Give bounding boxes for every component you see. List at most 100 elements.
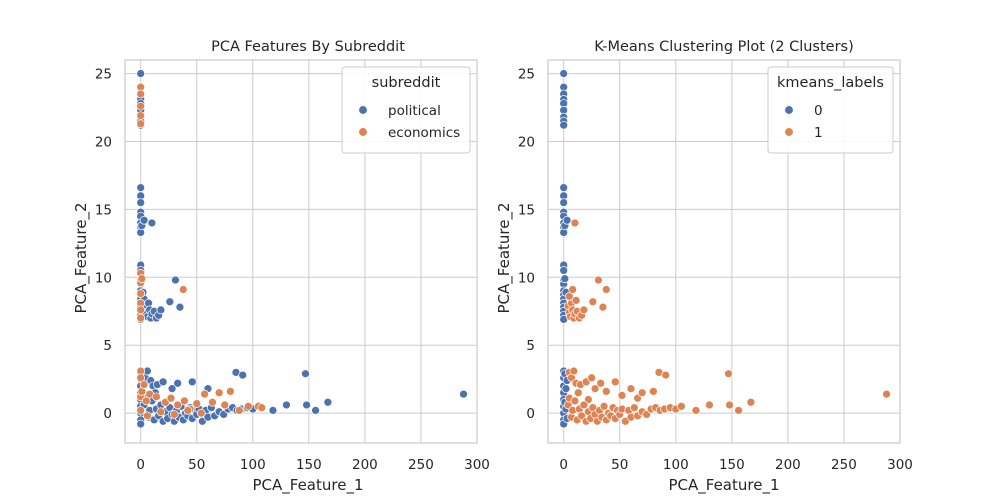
data-point-series-1 [136,119,146,129]
legend-box [341,66,471,154]
data-point-series-1 [637,388,647,398]
data-point-series-1 [734,406,743,415]
data-point-series-1 [882,389,891,399]
legend-marker-series-0 [358,105,368,115]
data-point-series-1 [588,297,598,307]
scatter-points [559,69,891,429]
data-point-series-0 [147,218,157,228]
data-point-series-1 [570,218,580,228]
data-point-series-1 [626,384,636,394]
data-point-series-1 [579,400,589,410]
x-tick-label: 0 [559,457,568,473]
x-tick-label: 150 [719,457,745,473]
kmeans-scatter-panel: K-Means Clustering Plot (2 Clusters) PCA… [495,39,913,495]
data-point-series-1 [594,275,603,285]
data-point-series-0 [559,120,569,130]
data-point-series-1 [746,397,756,407]
data-point-series-1 [705,400,714,410]
data-point-series-1 [136,111,146,121]
data-point-series-1 [180,396,189,406]
data-point-series-0 [459,389,468,399]
legend: subreddit political economics [341,66,471,154]
y-tick-label: 10 [95,270,112,286]
data-point-series-0 [282,400,291,410]
data-point-series-1 [661,370,671,380]
data-point-series-1 [568,285,578,294]
y-tick-label: 20 [95,134,112,150]
chart-title: PCA Features By Subreddit [211,39,405,55]
y-tick-label: 10 [518,270,535,286]
data-point-series-1 [234,406,244,415]
legend-title: subreddit [372,75,441,91]
legend-label-series-0: 0 [814,103,823,119]
data-point-series-1 [196,408,206,418]
data-point-series-1 [169,410,179,419]
data-point-series-0 [559,183,569,193]
data-point-series-1 [136,289,146,298]
data-point-series-1 [601,285,611,294]
data-point-series-1 [569,366,579,376]
data-point-series-1 [598,302,608,312]
data-point-series-1 [214,388,224,398]
x-tick-label: 0 [136,457,145,473]
scatter-points [136,69,468,429]
legend-label-series-1: 1 [814,125,823,141]
data-point-series-1 [257,403,267,413]
data-point-series-1 [570,396,580,406]
data-point-series-1 [136,406,146,415]
legend-marker-series-1 [784,127,794,137]
data-point-series-0 [173,378,183,388]
data-point-series-1 [599,401,609,411]
data-point-series-1 [200,389,209,399]
data-point-series-1 [178,285,188,294]
data-point-series-0 [301,369,310,379]
data-point-series-0 [171,275,180,285]
y-tick-label: 5 [103,338,112,354]
x-tick-label: 200 [352,457,378,473]
data-point-series-1 [724,369,733,379]
data-point-series-1 [601,387,611,396]
y-tick-label: 25 [95,67,112,83]
data-point-series-1 [137,274,147,284]
data-point-series-1 [590,384,600,394]
data-point-series-1 [629,403,639,413]
data-point-series-0 [559,69,569,78]
data-point-series-1 [208,397,217,407]
data-point-series-1 [220,400,230,410]
y-tick-label: 0 [526,406,535,422]
y-tick-label: 0 [103,406,112,422]
plot-frame [124,59,478,444]
legend-box [767,66,894,154]
data-point-series-1 [173,400,183,410]
data-point-series-0 [560,274,570,284]
data-point-series-0 [156,305,166,315]
data-point-series-1 [610,377,620,387]
x-tick-label: 150 [296,457,322,473]
data-point-series-1 [691,406,701,415]
x-axis-label: PCA_Feature_1 [668,476,779,495]
data-point-series-1 [226,387,235,396]
data-point-series-0 [559,198,569,207]
data-point-series-1 [143,411,152,421]
data-point-series-1 [183,406,193,415]
data-point-series-1 [617,391,627,400]
data-point-series-1 [139,380,149,389]
data-point-series-0 [136,198,146,207]
x-tick-label: 300 [887,457,913,473]
data-point-series-1 [571,296,581,305]
data-point-series-0 [165,297,175,307]
data-point-series-1 [192,399,202,408]
y-tick-label: 20 [518,134,535,150]
data-point-series-0 [167,384,177,394]
legend-marker-series-1 [358,127,368,137]
x-tick-label: 50 [188,457,205,473]
data-point-series-0 [136,69,146,78]
legend: kmeans_labels 0 1 [767,66,894,154]
data-point-series-1 [136,101,146,111]
legend-title: kmeans_labels [777,75,884,91]
y-axis-label: PCA_Feature_2 [495,202,514,313]
data-point-series-0 [139,215,149,225]
